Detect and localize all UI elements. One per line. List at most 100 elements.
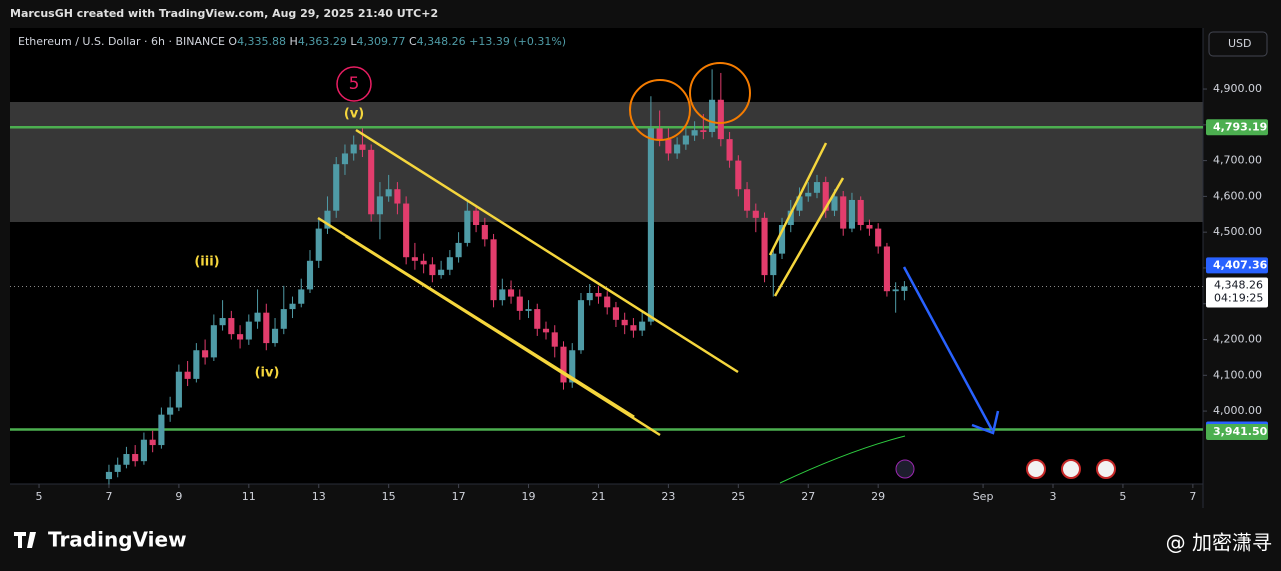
legend-high: 4,363.29 — [298, 35, 347, 48]
legend-key: H — [290, 35, 298, 48]
candle-body — [630, 325, 637, 331]
y-tick-label: 4,600.00 — [1213, 189, 1262, 202]
candle-body — [105, 471, 113, 480]
legend-key: O — [228, 35, 237, 48]
legend-key: C — [409, 35, 417, 48]
candle-body — [132, 454, 139, 462]
candle-body — [805, 192, 812, 197]
price-label-box — [1206, 257, 1268, 274]
candle-body — [158, 414, 165, 446]
candle-body — [639, 321, 646, 331]
candle-body — [717, 99, 724, 140]
candle-body — [473, 210, 480, 226]
plot-area — [10, 28, 1203, 484]
candle-body — [901, 286, 908, 291]
candle-body — [577, 300, 585, 351]
event-icon[interactable] — [1061, 459, 1081, 479]
candle-body — [499, 289, 506, 301]
candle-body — [175, 371, 182, 408]
resistance-zone — [10, 102, 1203, 222]
last-price-box — [1206, 277, 1268, 308]
candle-body — [298, 289, 305, 304]
trendline — [773, 177, 845, 297]
candle-body — [411, 257, 418, 261]
candle-body — [674, 144, 681, 154]
candle-body — [700, 130, 707, 132]
candle-body — [446, 257, 453, 270]
candle-body — [840, 196, 847, 229]
currency[interactable]: USD — [1228, 37, 1252, 50]
candle-body — [866, 225, 873, 229]
candle-body — [787, 210, 794, 226]
x-tick-label: 11 — [242, 490, 256, 503]
candle-body — [534, 309, 541, 329]
candle-body — [149, 439, 156, 446]
candle-body — [822, 182, 829, 211]
candle-body — [289, 303, 296, 310]
legend-key: L — [350, 35, 357, 48]
candle-body — [481, 225, 488, 240]
x-tick-label: 5 — [36, 490, 43, 503]
y-tick-label: 4,200.00 — [1213, 333, 1262, 346]
brand-logo — [14, 532, 36, 548]
candle-body — [184, 371, 191, 379]
x-tick-label: 19 — [522, 490, 536, 503]
legend-symbol: Ethereum / U.S. Dollar · 6h · BINANCE — [18, 35, 225, 48]
candle-body — [621, 319, 628, 326]
y-tick-label: 4,900.00 — [1213, 82, 1262, 95]
header: MarcusGH created with TradingView.com, A… — [10, 7, 438, 20]
candle-body — [770, 253, 777, 276]
x-tick-label: 25 — [731, 490, 745, 503]
candle-body — [341, 153, 349, 165]
price-label: 3,941.50 — [1213, 425, 1268, 438]
marks: 4,000.004,100.004,200.004,300.004,400.00… — [10, 69, 1268, 503]
candle-body — [857, 199, 864, 226]
highlight-circle — [689, 62, 751, 124]
candle-body — [665, 139, 672, 154]
candle-body — [656, 128, 663, 140]
event-icons — [895, 459, 1116, 479]
trendline — [355, 128, 739, 374]
highlight-circle — [629, 79, 691, 141]
event-icon[interactable] — [895, 459, 915, 479]
last-price-label: 4,348.26 — [1214, 278, 1263, 291]
candle-body — [595, 292, 602, 297]
candle-body — [193, 350, 200, 379]
candle-body — [551, 332, 558, 347]
x-tick-label: Sep — [973, 490, 994, 503]
candle-body — [114, 464, 121, 472]
legend-change: +13.39 (+0.31%) — [469, 35, 566, 48]
event-icon[interactable] — [1026, 459, 1046, 479]
candle-body — [219, 318, 226, 326]
trendline — [768, 142, 828, 256]
currency-button[interactable] — [1208, 31, 1268, 57]
x-tick-label: 9 — [175, 490, 182, 503]
candle-body — [385, 189, 392, 197]
candle-body — [420, 260, 427, 265]
price-label-box — [1206, 424, 1268, 441]
candle-body — [761, 217, 768, 276]
candle-body — [350, 144, 357, 154]
event-icon[interactable] — [1096, 459, 1116, 479]
x-tick-label: 15 — [382, 490, 396, 503]
y-tick-label: 4,500.00 — [1213, 225, 1262, 238]
candle-body — [726, 139, 733, 161]
wave-label: 5 — [349, 74, 360, 94]
candle-body — [507, 289, 515, 297]
legend: Ethereum / U.S. Dollar · 6h · BINANCE O 4… — [18, 35, 566, 48]
wave-label: (v) — [344, 107, 364, 122]
candle-body — [831, 196, 838, 211]
candle-body — [394, 189, 401, 204]
price-label: 4,793.19 — [1213, 120, 1267, 133]
candle-body — [612, 307, 619, 320]
y-tick-label: 4,000.00 — [1213, 404, 1262, 417]
candle-body — [324, 210, 331, 229]
arrow-head — [971, 410, 1000, 435]
candle-body — [892, 289, 899, 292]
price-label: 4,407.36 — [1213, 258, 1268, 271]
wave-label: (iii) — [194, 255, 219, 270]
x-tick-label: 5 — [1119, 490, 1126, 503]
candle-body — [691, 130, 698, 136]
candle-body — [263, 312, 270, 344]
